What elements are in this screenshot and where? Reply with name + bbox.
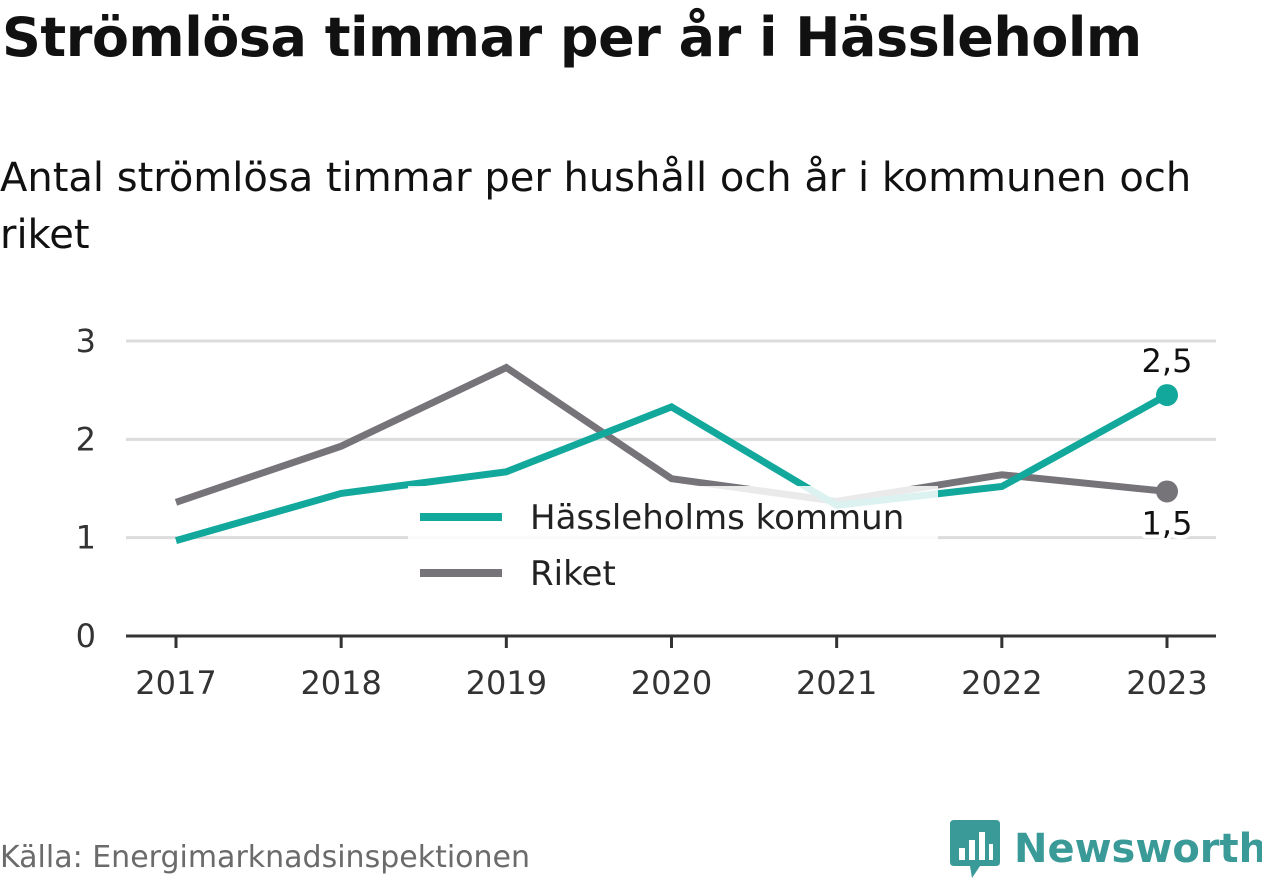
legend: Hässleholms kommun Riket	[408, 486, 938, 604]
end-point-marker	[1156, 384, 1178, 406]
y-tick-label: 2	[76, 420, 96, 458]
x-tick-label: 2021	[796, 664, 877, 702]
x-tick-label: 2020	[631, 664, 712, 702]
x-axis: 2017 2018 2019 2020 2021 2022 2023	[126, 636, 1216, 702]
x-tick-label: 2017	[135, 664, 216, 702]
x-tick-label: 2018	[300, 664, 381, 702]
source-note: Källa: Energimarknadsinspektionen	[0, 840, 530, 875]
x-tick-label: 2019	[466, 664, 547, 702]
newsworthy-logo-icon	[950, 820, 1000, 878]
y-tick-label: 3	[76, 322, 96, 360]
y-tick-label: 1	[76, 519, 96, 557]
y-tick-label: 0	[76, 617, 96, 655]
end-point-marker	[1156, 480, 1178, 502]
x-tick-label: 2022	[961, 664, 1042, 702]
legend-label: Hässleholms kommun	[530, 498, 904, 538]
end-point-label: 2,5	[1142, 342, 1193, 380]
series-line-riket	[176, 368, 1167, 503]
legend-label: Riket	[530, 554, 616, 594]
brand-logo: Newsworthy	[950, 818, 1262, 880]
brand-name: Newsworthy	[1014, 826, 1262, 872]
line-chart: 0 1 2 3 2017 2018 2019 2020 2021 2022 2023 Hässle…	[0, 0, 1262, 800]
end-points: 2,5 1,5	[1142, 342, 1193, 542]
y-axis-tick-labels: 0 1 2 3	[76, 322, 96, 655]
x-tick-label: 2023	[1126, 664, 1207, 702]
end-point-label: 1,5	[1142, 504, 1193, 542]
